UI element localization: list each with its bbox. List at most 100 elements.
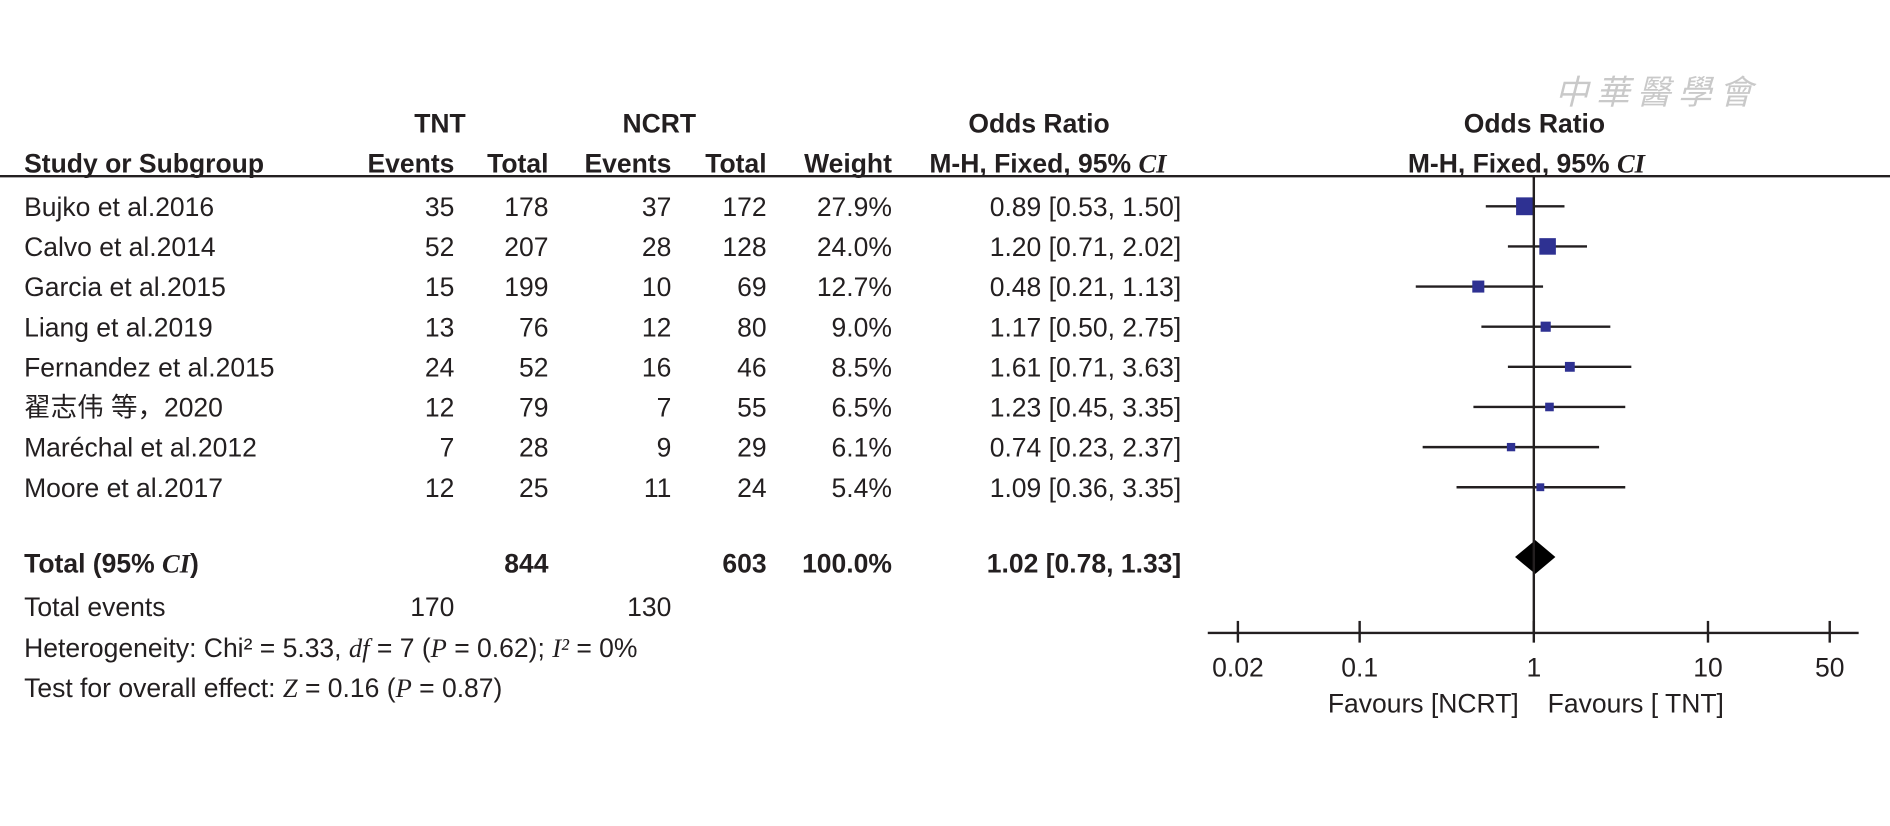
x-tick-label: 0.02	[1212, 652, 1264, 682]
study-marker	[1506, 442, 1516, 452]
cell: 844	[504, 549, 548, 579]
weight-label: 6.1%	[832, 433, 892, 463]
study-marker	[1564, 361, 1575, 372]
weight-label: 8.5%	[832, 352, 892, 382]
heterogeneity-part: = 7 (	[370, 633, 431, 663]
study-name: Bujko et al.2016	[24, 192, 214, 222]
column-header: Study or Subgroup	[24, 149, 264, 179]
heterogeneity-part: df	[349, 633, 373, 663]
weight-label: 27.9%	[817, 192, 892, 222]
column-header-part: CI	[1138, 149, 1168, 179]
study-marker	[1540, 321, 1551, 332]
overall-effect: Test for overall effect: Z = 0.16 (P = 0…	[24, 673, 502, 703]
or-label: 0.89 [0.53, 1.50]	[990, 192, 1182, 222]
study-marker	[1539, 238, 1556, 255]
total-diamond	[1515, 540, 1556, 574]
heterogeneity-part: P	[430, 633, 447, 663]
cell: 7	[440, 433, 455, 463]
cell: 79	[519, 393, 548, 423]
x-tick-label: 1	[1526, 652, 1541, 682]
cell: 37	[642, 192, 671, 222]
cell: 55	[737, 393, 766, 423]
cell: 13	[425, 312, 454, 342]
column-header: Total	[705, 149, 766, 179]
study-name: Fernandez et al.2015	[24, 352, 274, 382]
column-header: Total	[487, 149, 548, 179]
total-label-part: CI	[162, 549, 192, 579]
study-marker	[1516, 197, 1534, 216]
effect-header: Odds Ratio	[968, 109, 1109, 139]
cell: 24	[737, 473, 766, 503]
study-name: Moore et al.2017	[24, 473, 223, 503]
cell: 603	[722, 549, 766, 579]
or-label: 1.02 [0.78, 1.33]	[987, 549, 1181, 579]
or-label: 1.09 [0.36, 3.35]	[990, 473, 1182, 503]
cell: 52	[519, 352, 548, 382]
cell: 28	[642, 232, 671, 262]
heterogeneity-part: Heterogeneity: Chi² = 5.33,	[24, 633, 349, 663]
weight-label: 24.0%	[817, 232, 892, 262]
cell: 15	[425, 272, 454, 302]
cell: 46	[737, 352, 766, 382]
cell: 170	[410, 592, 454, 622]
study-name: Calvo et al.2014	[24, 232, 216, 262]
overall-effect-part: = 0.16 (	[298, 673, 396, 703]
x-tick-label: 50	[1815, 652, 1844, 682]
column-header: M-H, Fixed, 95% CI	[929, 149, 1168, 179]
column-header-part: M-H, Fixed, 95%	[929, 149, 1138, 179]
total-label: Total (95% CI)	[24, 549, 199, 579]
cell: 80	[737, 312, 766, 342]
column-header-part: M-H, Fixed, 95%	[1408, 149, 1617, 179]
cell: 130	[627, 592, 671, 622]
cell: 9	[657, 433, 672, 463]
group-header: NCRT	[623, 109, 697, 139]
study-name: Garcia et al.2015	[24, 272, 226, 302]
cell: 207	[504, 232, 548, 262]
study-marker	[1472, 280, 1485, 293]
cell: 7	[657, 393, 672, 423]
study-marker	[1536, 483, 1545, 492]
cell: 12	[425, 473, 454, 503]
or-label: 0.74 [0.23, 2.37]	[990, 433, 1182, 463]
cell: 128	[722, 232, 766, 262]
cell: 29	[737, 433, 766, 463]
weight-label: 5.4%	[832, 473, 892, 503]
x-tick-label: 10	[1693, 652, 1722, 682]
cell: 52	[425, 232, 454, 262]
cell: 35	[425, 192, 454, 222]
heterogeneity-part: = 0%	[569, 633, 638, 663]
study-name: 翟志伟 等，2020	[24, 393, 223, 423]
cell: 178	[504, 192, 548, 222]
or-label: 1.61 [0.71, 3.63]	[990, 352, 1182, 382]
heterogeneity: Heterogeneity: Chi² = 5.33, df = 7 (P = …	[24, 633, 637, 663]
cell: 11	[644, 473, 672, 503]
study-marker	[1545, 402, 1554, 412]
overall-effect-part: Z	[283, 673, 298, 703]
cell: 25	[519, 473, 548, 503]
x-label-left: Favours [NCRT]	[1328, 689, 1519, 719]
cell: 24	[425, 352, 454, 382]
total-label-part: )	[190, 549, 199, 579]
cell: 10	[642, 272, 671, 302]
weight-label: 6.5%	[832, 393, 892, 423]
cell: 199	[504, 272, 548, 302]
study-name: Liang et al.2019	[24, 312, 213, 342]
cell: 69	[737, 272, 766, 302]
overall-effect-part: Test for overall effect:	[24, 673, 283, 703]
x-label-right: Favours [ TNT]	[1548, 689, 1724, 719]
heterogeneity-part: I²	[551, 633, 570, 663]
weight-label: 100.0%	[802, 549, 892, 579]
weight-label: 12.7%	[817, 272, 892, 302]
group-header: TNT	[414, 109, 466, 139]
cell: 12	[425, 393, 454, 423]
effect-header: Odds Ratio	[1464, 109, 1605, 139]
watermark: 中華醫學會	[1555, 73, 1760, 112]
cell: 172	[722, 192, 766, 222]
cell: 28	[519, 433, 548, 463]
heterogeneity-part: = 0.62);	[447, 633, 552, 663]
column-header: Events	[584, 149, 671, 179]
or-label: 1.20 [0.71, 2.02]	[990, 232, 1182, 262]
column-header-part: CI	[1617, 149, 1647, 179]
events-label: Total events	[24, 592, 165, 622]
